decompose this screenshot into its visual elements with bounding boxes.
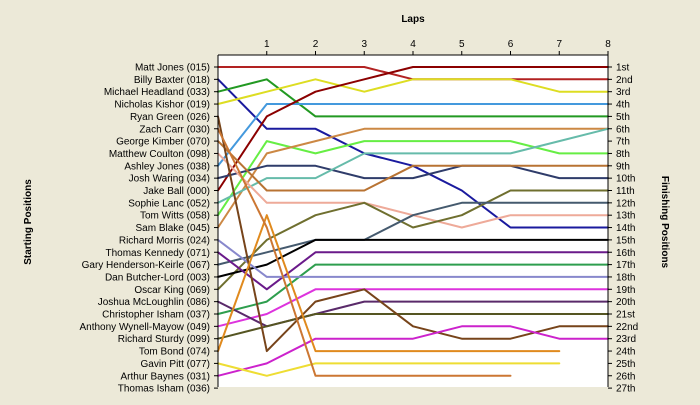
finish-label-6: 6th xyxy=(616,124,630,135)
start-label-17: Gary Henderson-Keirle (067) xyxy=(82,260,210,271)
series-line-25 xyxy=(217,362,561,377)
start-label-11: Jake Ball (000) xyxy=(143,186,210,197)
start-label-20: Joshua McLoughlin (086) xyxy=(98,297,210,308)
finish-label-18: 18th xyxy=(616,272,635,283)
x-tick-label-4: 4 xyxy=(410,39,416,50)
finish-label-7: 7th xyxy=(616,137,630,148)
finish-label-26: 26th xyxy=(616,371,635,382)
finish-label-24: 24th xyxy=(616,347,635,358)
start-label-27: Thomas Isham (036) xyxy=(118,384,210,395)
finish-label-16: 16th xyxy=(616,248,635,259)
start-label-7: George Kimber (070) xyxy=(116,137,210,148)
start-label-24: Tom Bond (074) xyxy=(139,347,210,358)
series-line-19 xyxy=(217,288,609,328)
series-line-26 xyxy=(217,127,512,377)
series-line-13 xyxy=(217,189,609,291)
finish-label-5: 5th xyxy=(616,112,630,123)
start-label-10: Josh Waring (034) xyxy=(129,174,210,185)
x-tick-label-8: 8 xyxy=(605,39,611,50)
start-label-13: Tom Witts (058) xyxy=(140,211,210,222)
finish-label-9: 9th xyxy=(616,161,630,172)
series-line-24 xyxy=(217,214,561,353)
start-label-12: Sophie Lanc (052) xyxy=(128,198,210,209)
finish-label-21: 21st xyxy=(616,310,635,321)
start-label-2: Billy Baxter (018) xyxy=(134,75,210,86)
start-label-21: Christopher Isham (037) xyxy=(102,310,210,321)
series-line-8 xyxy=(217,127,609,229)
finish-label-11: 11th xyxy=(616,186,635,197)
finish-label-17: 17th xyxy=(616,260,635,271)
series-line-21 xyxy=(217,313,609,340)
finish-label-14: 14th xyxy=(616,223,635,234)
labels-layer: Matt Jones (015)Billy Baxter (018)Michae… xyxy=(79,63,638,395)
series-line-10 xyxy=(217,127,609,204)
series-line-5 xyxy=(217,103,609,167)
start-label-6: Zach Carr (030) xyxy=(139,124,210,135)
start-label-22: Anthony Wynell-Mayow (049) xyxy=(79,322,210,333)
series-line-6 xyxy=(217,66,609,192)
finish-label-23: 23rd xyxy=(616,334,636,345)
start-label-5: Ryan Green (026) xyxy=(130,112,210,123)
start-label-8: Matthew Coulton (098) xyxy=(109,149,210,160)
series-line-22 xyxy=(217,115,609,353)
axes-layer: 1 2 3 4 5 6 7 8 xyxy=(214,39,612,389)
finish-label-20: 20th xyxy=(616,297,635,308)
start-label-9: Ashley Jones (038) xyxy=(124,161,210,172)
start-label-19: Oscar King (069) xyxy=(134,285,210,296)
left-axis-title: Starting Positions xyxy=(23,179,34,265)
start-label-16: Thomas Kennedy (071) xyxy=(105,248,210,259)
finish-label-15: 15th xyxy=(616,235,635,246)
series-line-17 xyxy=(217,263,609,315)
start-label-15: Richard Morris (024) xyxy=(119,235,210,246)
finish-label-10: 10th xyxy=(616,174,635,185)
start-label-14: Sam Blake (045) xyxy=(136,223,210,234)
start-label-1: Matt Jones (015) xyxy=(135,63,210,74)
start-label-4: Nicholas Kishor (019) xyxy=(114,100,210,111)
series-line-23 xyxy=(217,325,609,377)
finish-label-4: 4th xyxy=(616,100,630,111)
finish-label-19: 19th xyxy=(616,285,635,296)
series-layer xyxy=(217,66,609,377)
start-label-3: Michael Headland (033) xyxy=(104,87,210,98)
series-line-14 xyxy=(217,201,609,266)
x-tick-label-5: 5 xyxy=(459,39,465,50)
finish-label-2: 2nd xyxy=(616,75,633,86)
series-line-7 xyxy=(217,140,609,217)
finish-label-8: 8th xyxy=(616,149,630,160)
x-tick-label-3: 3 xyxy=(361,39,367,50)
finish-label-27: 27th xyxy=(616,384,635,395)
series-line-3 xyxy=(217,78,609,118)
right-axis-title: Finishing Positions xyxy=(659,176,670,269)
x-tick-label-6: 6 xyxy=(508,39,514,50)
plot-area xyxy=(218,55,608,387)
finish-label-22: 22nd xyxy=(616,322,638,333)
series-line-11 xyxy=(217,140,609,192)
series-line-15 xyxy=(217,238,609,278)
finish-label-25: 25th xyxy=(616,359,635,370)
x-tick-label-7: 7 xyxy=(556,39,562,50)
series-line-9 xyxy=(217,164,609,180)
finish-label-13: 13th xyxy=(616,211,635,222)
finish-label-1: 1st xyxy=(616,63,630,74)
start-label-23: Richard Sturdy (099) xyxy=(118,334,210,345)
start-label-18: Dan Butcher-Lord (003) xyxy=(105,272,210,283)
start-label-26: Arthur Baynes (031) xyxy=(121,371,211,382)
finish-label-12: 12th xyxy=(616,198,635,209)
x-tick-label-1: 1 xyxy=(264,39,270,50)
x-axis-title: Laps xyxy=(401,14,425,25)
x-tick-label-2: 2 xyxy=(313,39,319,50)
series-line-4 xyxy=(217,78,609,105)
start-label-25: Gavin Pitt (077) xyxy=(141,359,210,370)
finish-label-3: 3rd xyxy=(616,87,630,98)
